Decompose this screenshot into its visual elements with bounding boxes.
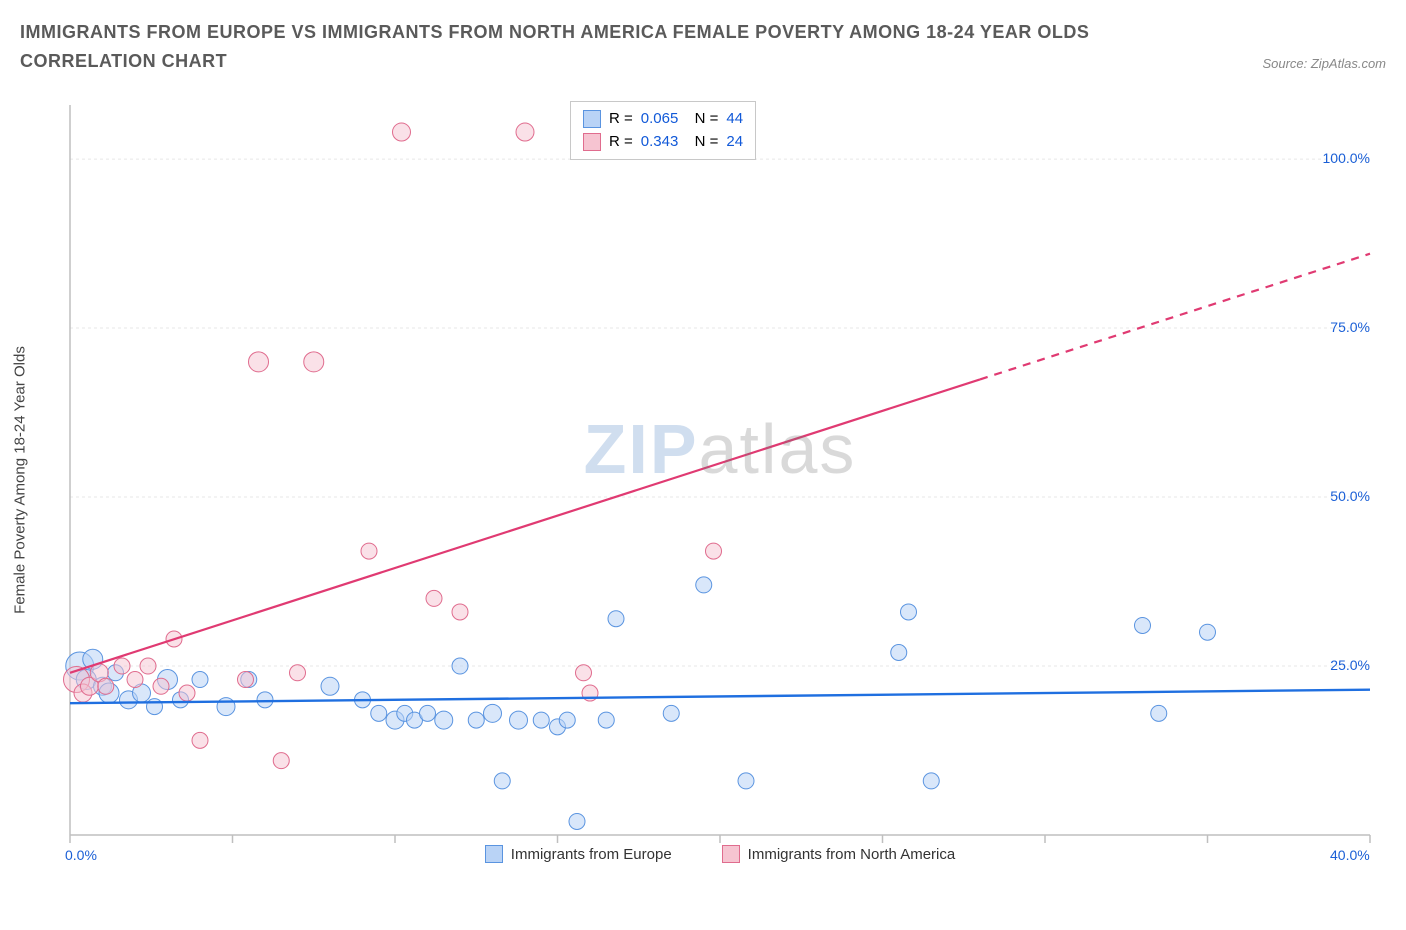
legend-label: Immigrants from Europe xyxy=(511,846,672,863)
chart-title: IMMIGRANTS FROM EUROPE VS IMMIGRANTS FRO… xyxy=(20,18,1120,76)
stat-n-value: 24 xyxy=(726,131,743,154)
y-tick-label: 75.0% xyxy=(1310,319,1370,335)
chart-area: Female Poverty Among 18-24 Year Olds ZIP… xyxy=(60,95,1380,865)
legend-swatch xyxy=(722,845,740,863)
x-tick-label: 0.0% xyxy=(65,847,97,863)
source-attribution: Source: ZipAtlas.com xyxy=(1262,56,1386,71)
stat-n-value: 44 xyxy=(726,108,743,131)
legend-swatch xyxy=(583,133,601,151)
series-legend: Immigrants from Europe Immigrants from No… xyxy=(60,845,1380,863)
stat-n-label: N = xyxy=(686,108,718,131)
stat-legend-row: R = 0.343 N = 24 xyxy=(583,131,743,154)
legend-swatch xyxy=(583,110,601,128)
y-axis-label: Female Poverty Among 18-24 Year Olds xyxy=(12,346,29,614)
legend-item: Immigrants from North America xyxy=(722,845,956,863)
legend-item: Immigrants from Europe xyxy=(485,845,672,863)
stat-legend: R = 0.065 N = 44R = 0.343 N = 24 xyxy=(570,101,756,160)
stat-r-label: R = xyxy=(609,108,633,131)
x-tick-label: 40.0% xyxy=(1330,847,1370,863)
legend-label: Immigrants from North America xyxy=(748,846,956,863)
stat-n-label: N = xyxy=(686,131,718,154)
y-tick-label: 50.0% xyxy=(1310,488,1370,504)
stat-r-value: 0.065 xyxy=(641,108,679,131)
stat-legend-row: R = 0.065 N = 44 xyxy=(583,108,743,131)
y-tick-label: 100.0% xyxy=(1310,150,1370,166)
stat-r-label: R = xyxy=(609,131,633,154)
y-tick-label: 25.0% xyxy=(1310,657,1370,673)
stat-r-value: 0.343 xyxy=(641,131,679,154)
scatter-plot-svg xyxy=(60,95,1380,865)
legend-swatch xyxy=(485,845,503,863)
